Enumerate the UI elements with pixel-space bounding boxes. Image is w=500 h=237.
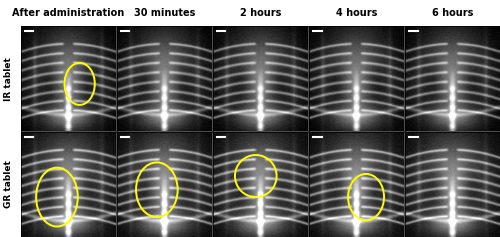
Text: GR tablet: GR tablet [4,160,13,208]
Text: After administration: After administration [12,8,124,18]
Text: 6 hours: 6 hours [432,8,474,18]
Text: 4 hours: 4 hours [336,8,378,18]
Text: IR tablet: IR tablet [4,57,13,100]
Text: 2 hours: 2 hours [240,8,281,18]
Text: 30 minutes: 30 minutes [134,8,195,18]
